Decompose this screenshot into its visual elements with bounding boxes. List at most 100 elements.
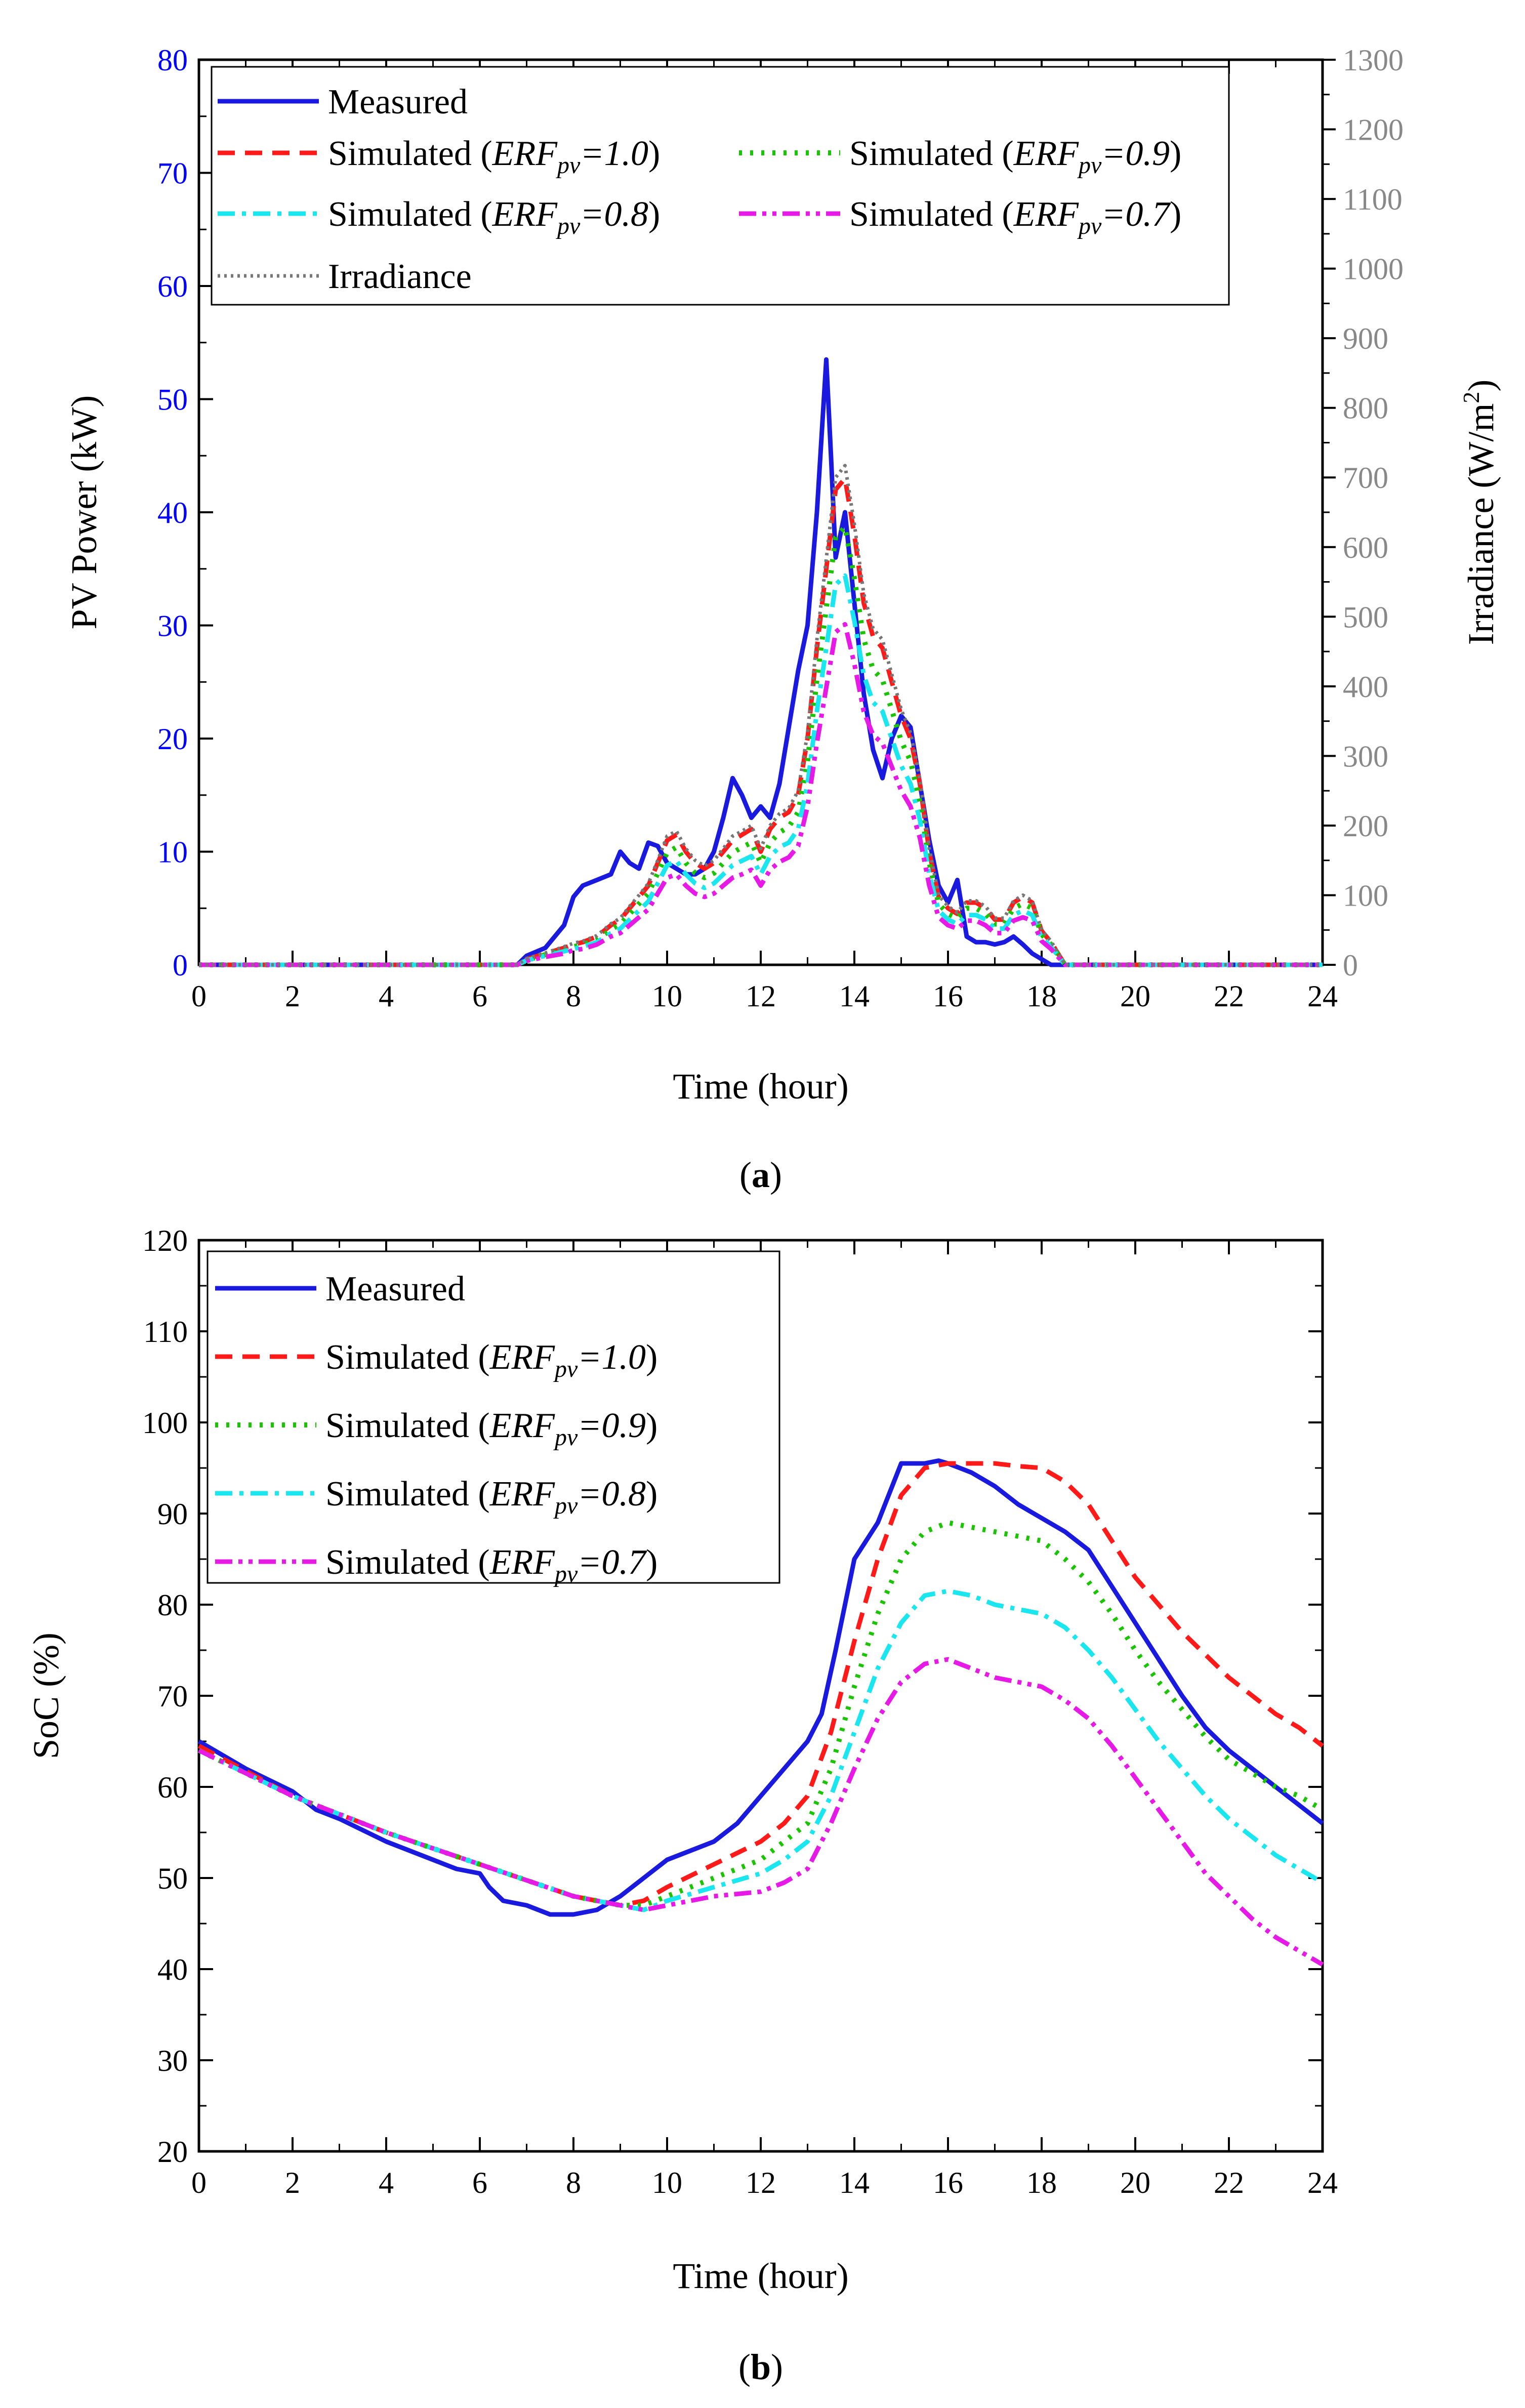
x-tick-label-0: 0	[191, 2166, 207, 2199]
legend-italic: ERF	[489, 1475, 556, 1514]
x-tick-label-6: 6	[472, 2166, 487, 2199]
x-tick-label-14: 14	[839, 979, 870, 1013]
y-tick-label-60: 60	[157, 270, 188, 303]
x-tick-label-24: 24	[1307, 2166, 1338, 2199]
legend-value: =1.0	[578, 1338, 646, 1377]
y-tick-label-20: 20	[157, 722, 188, 756]
series-line-sim08	[199, 573, 1323, 967]
y2-axis-title-main: Irradiance (W/m	[1461, 403, 1501, 645]
legend-prefix: Simulated (	[325, 1543, 490, 1582]
x-tick-label-8: 8	[566, 2166, 581, 2199]
chart-panel-b: 0 2 4 6 8 10 12 14 16 18 20 22 242030405060708090100…	[26, 1224, 1338, 2387]
y-tick-label-40: 40	[157, 1953, 188, 1986]
x-tick-label-22: 22	[1214, 979, 1244, 1013]
x-tick-label-6: 6	[472, 979, 487, 1013]
legend-sub: pv	[556, 152, 581, 179]
legend-close: )	[1170, 134, 1181, 173]
y-tick-label-30: 30	[157, 609, 188, 643]
y2-tick-label-200: 200	[1343, 809, 1388, 843]
legend-italic: ERF	[489, 1406, 556, 1445]
y-tick-label-110: 110	[143, 1315, 188, 1349]
legend-sub: pv	[553, 1424, 578, 1451]
legend-label-sim08: Simulated (ERFpv=0.8)	[325, 1475, 657, 1519]
series-line-sim10	[199, 476, 1323, 967]
legend-close: )	[646, 1543, 657, 1582]
y2-tick-label-700: 700	[1343, 461, 1388, 495]
y-axis-title-b: SoC (%)	[26, 1632, 66, 1759]
y-tick-label-80: 80	[157, 1588, 188, 1622]
series-group-b	[197, 1458, 1324, 1967]
y-tick-label-0: 0	[173, 949, 188, 982]
y2-tick-label-300: 300	[1343, 740, 1388, 773]
y2-tick-label-800: 800	[1343, 392, 1388, 425]
legend-close: )	[648, 134, 660, 173]
legend-prefix: Simulated (	[849, 134, 1014, 173]
legend-box-b	[207, 1250, 780, 1584]
x-tick-label-24: 24	[1307, 979, 1338, 1013]
legend-prefix: Simulated (	[325, 1338, 490, 1377]
x-tick-label-4: 4	[379, 2166, 394, 2199]
y-tick-label-20: 20	[157, 2135, 188, 2169]
x-tick-label-18: 18	[1026, 2166, 1057, 2199]
x-tick-label-20: 20	[1120, 2166, 1150, 2199]
legend-prefix: Measured	[325, 1270, 465, 1309]
chart-panel-a: 0 2 4 6 8 10 12 14 16 18 20 22 240102030405060708001…	[64, 44, 1501, 1195]
y-tick-label-70: 70	[157, 157, 188, 190]
y2-tick-label-1300: 1300	[1343, 44, 1404, 77]
caption-b: (b)	[738, 2347, 783, 2387]
legend-prefix: Simulated (	[328, 134, 492, 173]
legend-box-a	[211, 66, 1230, 306]
series-line-measured	[199, 357, 1323, 967]
y-tick-label-70: 70	[157, 1680, 188, 1713]
x-tick-label-2: 2	[285, 979, 300, 1013]
legend-label-irradiance: Irradiance	[328, 257, 472, 296]
y2-tick-label-500: 500	[1343, 600, 1388, 634]
legend-label-measured: Measured	[325, 1270, 465, 1309]
legend-italic: ERF	[492, 195, 558, 234]
legend-label-sim10: Simulated (ERFpv=1.0)	[325, 1338, 657, 1382]
x-tick-label-2: 2	[285, 2166, 300, 2199]
x-tick-label-12: 12	[746, 2166, 776, 2199]
x-tick-label-4: 4	[379, 979, 394, 1013]
ticks-b: 0 2 4 6 8 10 12 14 16 18 20 22 242030405060708090100…	[142, 1224, 1338, 2199]
y2-tick-label-600: 600	[1343, 531, 1388, 564]
legend-close: )	[646, 1338, 657, 1377]
legend-label-sim09: Simulated (ERFpv=0.9)	[849, 134, 1181, 179]
legend-sub: pv	[556, 213, 581, 239]
x-tick-label-10: 10	[652, 979, 682, 1013]
legend-value: =0.8	[578, 1475, 646, 1514]
y2-tick-label-400: 400	[1343, 670, 1388, 704]
legend-italic: ERF	[489, 1543, 556, 1582]
series-line-sim07	[199, 622, 1323, 967]
y-tick-label-50: 50	[157, 383, 188, 417]
x-tick-label-14: 14	[839, 2166, 870, 2199]
legend-prefix: Simulated (	[325, 1475, 490, 1514]
series-line-sim08	[198, 1588, 1324, 1912]
legend-sub: pv	[1077, 213, 1102, 239]
legend-close: )	[1170, 195, 1181, 234]
y-tick-label-90: 90	[157, 1497, 188, 1531]
series-line-irradiance	[199, 464, 1323, 967]
caption-letter-a: a	[752, 1155, 770, 1195]
series-line-measured	[197, 1458, 1324, 1917]
legend-italic: ERF	[1013, 195, 1080, 234]
x-axis-title-b: Time (hour)	[673, 2256, 848, 2296]
series-line-sim10	[197, 1461, 1324, 1908]
y2-tick-label-0: 0	[1343, 949, 1358, 982]
legend-label-sim08: Simulated (ERFpv=0.8)	[328, 195, 660, 239]
y-axis-title-a: PV Power (kW)	[64, 395, 104, 630]
y-tick-label-10: 10	[157, 836, 188, 869]
y-tick-label-30: 30	[157, 2044, 188, 2077]
y2-tick-label-900: 900	[1343, 322, 1388, 355]
series-line-sim07	[198, 1657, 1324, 1967]
ticks-a: 0 2 4 6 8 10 12 14 16 18 20 22 240102030405060708001…	[157, 44, 1404, 1013]
caption-a: (a)	[739, 1155, 782, 1195]
y2-axis-title-end: )	[1461, 380, 1501, 392]
caption-letter-b: b	[751, 2347, 771, 2387]
legend-close: )	[648, 195, 660, 234]
legend-prefix: Simulated (	[328, 195, 492, 234]
